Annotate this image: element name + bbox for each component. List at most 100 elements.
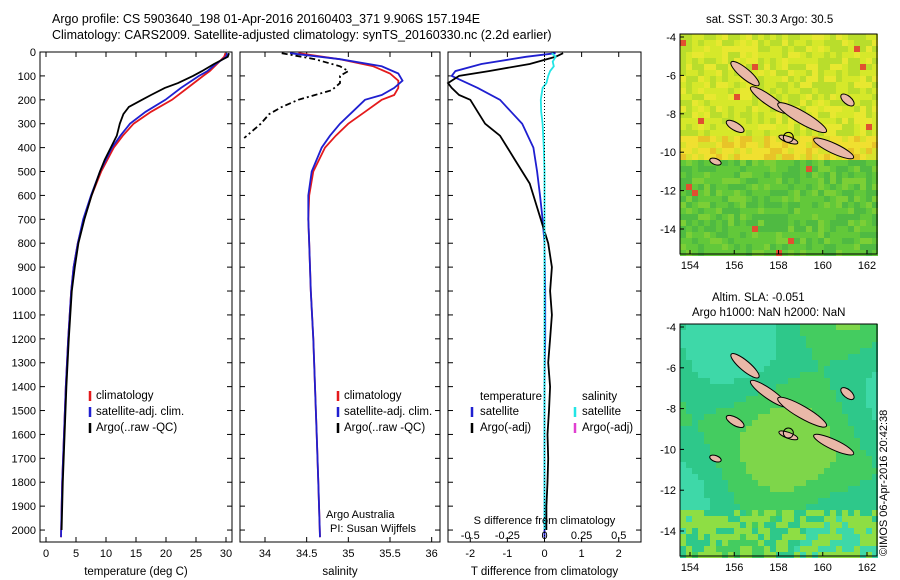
- map-cell: [788, 390, 794, 396]
- map-cell: [854, 456, 860, 462]
- sla-map-subtitle: Argo h1000: NaN h2000: NaN: [692, 307, 846, 319]
- map-cell: [692, 552, 698, 558]
- map-x-tick-label: 160: [814, 562, 832, 574]
- legend-label: satellite-adj. clim.: [344, 406, 432, 418]
- map-cell: [860, 432, 866, 438]
- map-cell: [752, 148, 758, 154]
- map-cell: [704, 40, 710, 46]
- x-tick-label: 0: [43, 548, 49, 560]
- map-cell: [764, 504, 770, 510]
- map-cell: [830, 40, 836, 46]
- map-cell: [866, 100, 872, 106]
- map-cell: [716, 166, 722, 172]
- map-cell: [818, 190, 824, 196]
- map-cell: [770, 64, 776, 70]
- map-cell: [686, 546, 692, 552]
- map-cell: [704, 112, 710, 118]
- map-cell: [866, 166, 872, 172]
- map-cell: [680, 76, 686, 82]
- map-cell: [686, 420, 692, 426]
- map-cell: [866, 450, 872, 456]
- map-cell: [860, 142, 866, 148]
- map-cell: [728, 450, 734, 456]
- map-cell: [746, 64, 752, 70]
- map-cell: [680, 154, 686, 160]
- map-cell: [794, 348, 800, 354]
- map-cell: [854, 354, 860, 360]
- map-cell: [860, 552, 866, 558]
- map-cell: [806, 130, 812, 136]
- y-tick-label: 1600: [12, 429, 36, 441]
- map-cell: [800, 336, 806, 342]
- map-cell: [836, 420, 842, 426]
- map-cell: [752, 118, 758, 124]
- map-cell: [686, 208, 692, 214]
- map-cell: [782, 196, 788, 202]
- map-cell: [764, 342, 770, 348]
- map-cell: [710, 354, 716, 360]
- map-cell: [698, 94, 704, 100]
- map-cell: [680, 492, 686, 498]
- map-cell: [812, 76, 818, 82]
- map-cell: [734, 184, 740, 190]
- map-cell: [716, 190, 722, 196]
- map-cell: [746, 324, 752, 330]
- map-cell: [764, 58, 770, 64]
- map-cell: [704, 474, 710, 480]
- map-cell: [734, 462, 740, 468]
- map-cell: [764, 348, 770, 354]
- map-cell: [680, 178, 686, 184]
- map-cell: [836, 330, 842, 336]
- map-cell: [866, 232, 872, 238]
- map-cell: [716, 390, 722, 396]
- map-cell: [728, 408, 734, 414]
- map-cell: [698, 504, 704, 510]
- map-cell: [716, 402, 722, 408]
- map-cell: [848, 202, 854, 208]
- map-cell: [872, 88, 878, 94]
- map-cell: [806, 64, 812, 70]
- map-cell: [830, 166, 836, 172]
- map-cell: [872, 432, 878, 438]
- map-cell: [836, 46, 842, 52]
- map-cell: [746, 172, 752, 178]
- map-cell: [836, 510, 842, 516]
- map-cell: [716, 546, 722, 552]
- map-cell: [710, 384, 716, 390]
- map-cell: [770, 498, 776, 504]
- map-cell: [722, 348, 728, 354]
- map-cell: [692, 208, 698, 214]
- map-cell: [842, 528, 848, 534]
- map-cell: [722, 244, 728, 250]
- map-cell: [818, 250, 824, 256]
- map-cell: [704, 118, 710, 124]
- map-cell: [704, 232, 710, 238]
- map-cell: [704, 52, 710, 58]
- map-cell: [752, 438, 758, 444]
- map-cell: [740, 100, 746, 106]
- map-cell: [764, 378, 770, 384]
- map-cell: [800, 190, 806, 196]
- map-cell: [782, 336, 788, 342]
- map-cell: [824, 46, 830, 52]
- map-cell: [830, 238, 836, 244]
- map-cell: [848, 58, 854, 64]
- map-cell: [824, 372, 830, 378]
- map-cell: [692, 226, 698, 232]
- map-cell: [818, 462, 824, 468]
- map-cell: [782, 46, 788, 52]
- map-cell: [854, 190, 860, 196]
- map-cell: [872, 360, 878, 366]
- map-cell: [788, 354, 794, 360]
- map-cell: [818, 214, 824, 220]
- map-cell: [758, 244, 764, 250]
- map-cell: [812, 546, 818, 552]
- map-cell: [776, 522, 782, 528]
- map-cell: [866, 546, 872, 552]
- map-cell: [722, 232, 728, 238]
- map-cell: [800, 166, 806, 172]
- map-cell: [824, 226, 830, 232]
- map-cell: [854, 546, 860, 552]
- map-cell: [680, 64, 686, 70]
- map-cell: [866, 130, 872, 136]
